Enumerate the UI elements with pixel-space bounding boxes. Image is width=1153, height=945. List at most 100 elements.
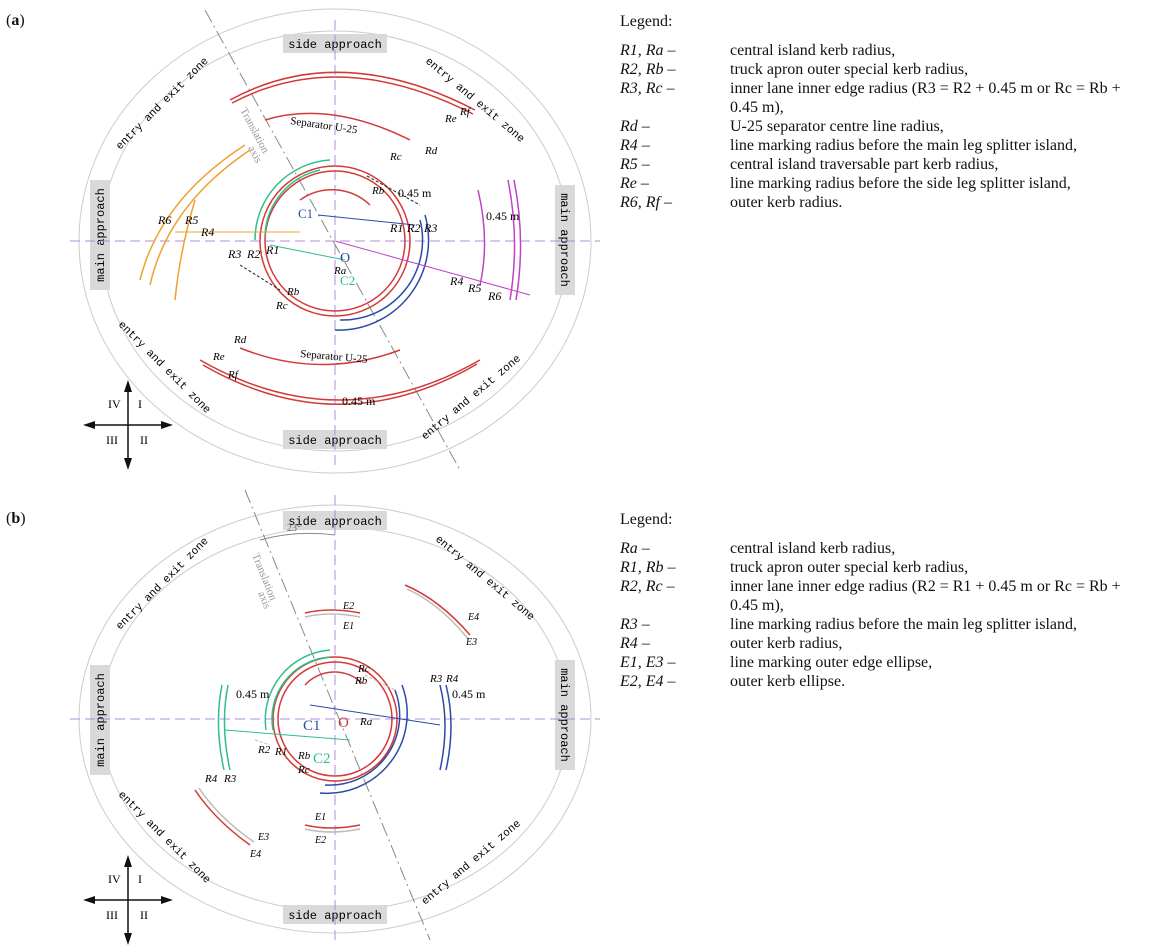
central-island-rc <box>259 165 411 317</box>
svg-text:R6: R6 <box>157 213 171 227</box>
zone-box-main-right <box>555 185 575 295</box>
label-O-b: O <box>338 715 349 731</box>
legend-row: R2, Rc – inner lane inner edge radius (R2… <box>620 578 1121 614</box>
svg-text:R1: R1 <box>265 243 279 257</box>
svg-text:Rc: Rc <box>275 300 288 312</box>
zone-side-approach-top-b: side approach <box>288 515 382 529</box>
svg-text:Rc: Rc <box>297 764 310 776</box>
svg-text:E1: E1 <box>342 621 354 632</box>
legend-row: R1, Ra – central island kerb radius, <box>620 42 896 59</box>
svg-text:Rd: Rd <box>424 145 438 157</box>
dim-045-top: 0.45 m <box>398 186 432 200</box>
radius-line-c1 <box>317 214 416 226</box>
svg-text:R1: R1 <box>389 221 403 235</box>
svg-text:entry and exit zone: entry and exit zone <box>432 534 536 624</box>
svg-text:R3: R3 <box>423 221 437 235</box>
legend-title-b: Legend: <box>620 511 673 528</box>
diagram-a: side approach side approach main approac… <box>70 8 600 474</box>
legend-row: R4 – outer kerb radius, <box>620 635 843 652</box>
separator-label-bottom: Separator U-25 <box>300 348 369 366</box>
svg-text:R3: R3 <box>429 673 443 685</box>
svg-text:R4: R4 <box>449 274 463 288</box>
legend-row: R3 – line marking radius before the main … <box>620 616 1078 633</box>
diagram-b: side approach side approach main approac… <box>70 489 600 945</box>
legend-row: R1, Rb – truck apron outer special kerb r… <box>620 559 969 576</box>
svg-text:0.45 m: 0.45 m <box>452 687 486 701</box>
svg-text:Ra: Ra <box>333 265 347 277</box>
svg-text:III: III <box>106 908 118 922</box>
zone-main-approach-right: main approach <box>557 193 571 287</box>
svg-text:0.45 m: 0.45 m <box>236 687 270 701</box>
svg-text:R4: R4 <box>445 673 459 685</box>
svg-text:Rf: Rf <box>459 106 472 118</box>
legend-row: R4 – line marking radius before the main … <box>620 137 1078 154</box>
legend-a: Legend: R1, Ra – central island kerb radi… <box>620 12 1140 212</box>
svg-text:Re: Re <box>212 351 225 363</box>
green-arc <box>264 169 321 236</box>
svg-text:R3: R3 <box>223 773 237 785</box>
svg-text:R6: R6 <box>487 289 501 303</box>
radius-line-c2 <box>269 244 346 261</box>
svg-text:II: II <box>140 433 148 447</box>
svg-text:Rd: Rd <box>233 334 247 346</box>
svg-text:E1: E1 <box>314 812 326 823</box>
legend-row: E2, E4 – outer kerb ellipse. <box>620 673 846 690</box>
svg-text:Rc: Rc <box>389 151 402 163</box>
svg-text:E2: E2 <box>342 601 354 612</box>
svg-text:R4: R4 <box>204 773 218 785</box>
svg-text:E3: E3 <box>257 832 269 843</box>
legend-row: Ra – central island kerb radius, <box>620 540 896 557</box>
separator-top <box>264 112 411 141</box>
compass-a: IV I III II <box>83 380 173 470</box>
svg-text:IV: IV <box>108 872 121 886</box>
svg-text:R4: R4 <box>200 225 214 239</box>
label-O: O <box>340 251 350 266</box>
compass-b: IV I III II <box>83 855 173 945</box>
label-C1: C1 <box>298 206 313 221</box>
angle-label: 23° <box>287 523 301 534</box>
panel-label-b: (b) <box>6 510 26 527</box>
svg-text:R2: R2 <box>246 247 260 261</box>
legend-row: R3, Rc – inner lane inner edge radius (R3… <box>620 80 1121 116</box>
zone-main-approach-right-b: main approach <box>557 668 571 762</box>
svg-text:R5: R5 <box>467 281 481 295</box>
separator-bottom <box>239 347 401 366</box>
dim-045-bottom: 0.45 m <box>342 394 376 408</box>
panel-label-a: (a) <box>6 12 25 29</box>
label-C2-b: C2 <box>313 751 331 767</box>
legend-row: R2, Rb – truck apron outer special kerb r… <box>620 61 969 78</box>
arc-rf-top <box>229 71 476 111</box>
blue-arc <box>339 219 424 321</box>
svg-text:Re: Re <box>444 113 457 125</box>
svg-text:R2: R2 <box>257 744 271 756</box>
svg-text:entry and exit zone: entry and exit zone <box>420 818 524 908</box>
svg-text:E4: E4 <box>249 849 261 860</box>
svg-text:Rb: Rb <box>371 185 385 197</box>
svg-text:IV: IV <box>108 397 121 411</box>
svg-text:E3: E3 <box>465 637 477 648</box>
zone-main-approach-left-b: main approach <box>94 673 108 767</box>
svg-text:R2: R2 <box>406 221 420 235</box>
translation-axis <box>204 9 461 471</box>
zone-entry-exit-bl: entry and exit zone <box>115 319 212 416</box>
svg-text:R3: R3 <box>227 247 241 261</box>
zone-main-approach-left: main approach <box>94 188 108 282</box>
svg-text:E2: E2 <box>314 835 326 846</box>
legend-row: R5 – central island traversable part kerb… <box>620 156 999 173</box>
label-C2: C2 <box>340 273 355 288</box>
orange-arc-left <box>139 144 246 281</box>
magenta-arc-right <box>477 189 486 286</box>
legend-b: Legend: Ra – central island kerb radius, … <box>620 510 1140 691</box>
svg-text:R5: R5 <box>184 213 198 227</box>
zone-entry-exit-tr: entry and exit zone <box>422 56 526 146</box>
svg-text:entry and exit zone: entry and exit zone <box>115 789 212 886</box>
arc-rf-bottom <box>199 359 481 401</box>
svg-text:Rb: Rb <box>286 286 300 298</box>
legend-row: R6, Rf – outer kerb radius. <box>620 194 843 211</box>
svg-text:Rf: Rf <box>227 369 240 381</box>
legend-row: Rd – U-25 separator centre line radius, <box>620 118 944 135</box>
label-C1-b: C1 <box>303 718 321 734</box>
radius-line-o <box>334 240 531 296</box>
svg-text:II: II <box>140 908 148 922</box>
dim-045-right: 0.45 m <box>486 209 520 223</box>
